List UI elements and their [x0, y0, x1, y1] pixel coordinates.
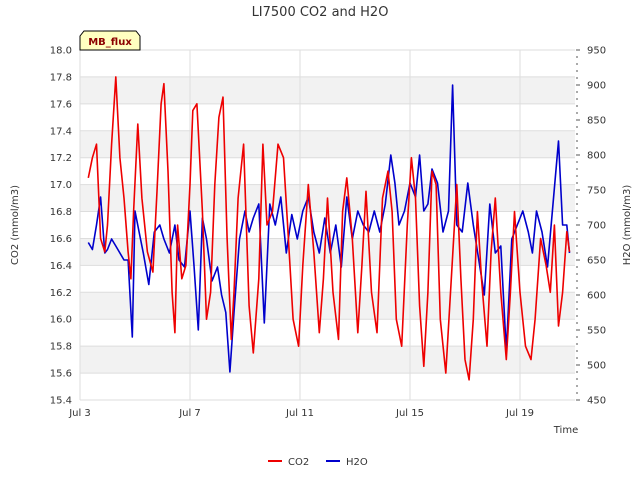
y-right-tick-label: 950	[587, 46, 606, 57]
y-left-tick-label: 16.6	[50, 234, 72, 245]
grid-band	[80, 346, 575, 374]
grid-band	[80, 130, 575, 158]
x-tick-label: Jul 7	[178, 408, 201, 419]
y-left-tick-label: 17.4	[50, 126, 72, 137]
y-left-tick-label: 17.0	[50, 180, 72, 191]
y-right-tick-label: 750	[587, 186, 606, 197]
badge-label: MB_flux	[88, 37, 132, 48]
grid-band	[80, 76, 575, 104]
y-right-tick-label: 450	[587, 396, 606, 407]
x-tick-label: Jul 3	[68, 408, 91, 419]
y-right-tick-label: 800	[587, 151, 606, 162]
y-right-tick-label: 550	[587, 326, 606, 337]
y-axis-left-ticks: 15.4 15.6 15.8 16.0 16.2 16.4 16.6 16.8 17.0 17.2…	[50, 46, 72, 407]
y-axis-right-title: H2O (mmol/m3)	[622, 185, 633, 266]
y-left-tick-label: 15.8	[50, 342, 72, 353]
badge-box	[79, 30, 141, 51]
series-line-co2	[87, 76, 571, 381]
y-right-tick-label: 900	[587, 81, 606, 92]
legend: CO2 H2O	[268, 457, 368, 468]
y-right-tick-label: 700	[587, 221, 606, 232]
y-left-tick-label: 15.4	[50, 396, 72, 407]
legend-label-h2o: H2O	[346, 457, 368, 468]
y-left-tick-label: 15.6	[50, 369, 72, 380]
y-left-tick-label: 16.4	[50, 261, 72, 272]
y-left-tick-label: 17.2	[50, 153, 72, 164]
chart-title: LI7500 CO2 and H2O	[252, 5, 389, 20]
y-right-tick-label: 500	[587, 361, 606, 372]
x-tick-label: Jul 19	[505, 408, 534, 419]
y-left-tick-label: 16.8	[50, 207, 72, 218]
series-layer	[87, 76, 571, 381]
y-right-tick-label: 850	[587, 116, 606, 127]
grid-band	[80, 292, 575, 320]
y-left-tick-label: 17.8	[50, 72, 72, 83]
y-axis-left-title: CO2 (mmol/m3)	[10, 185, 21, 265]
x-tick-label: Jul 11	[285, 408, 314, 419]
y-left-tick-label: 16.0	[50, 315, 72, 326]
plot-background-bands	[80, 49, 575, 401]
x-axis-title: Time	[553, 425, 578, 436]
legend-label-co2: CO2	[288, 457, 309, 468]
y-axis-right-ticks: 450 500 550 600 650 700 750 800 850 900 950	[576, 46, 606, 407]
badge: MB_flux	[79, 30, 141, 51]
series-line-h2o	[87, 84, 571, 373]
y-left-tick-label: 18.0	[50, 46, 72, 57]
y-right-tick-label: 650	[587, 256, 606, 267]
y-left-tick-label: 16.2	[50, 288, 72, 299]
x-tick-label: Jul 15	[395, 408, 424, 419]
y-left-tick-label: 17.6	[50, 99, 72, 110]
y-right-tick-label: 600	[587, 291, 606, 302]
